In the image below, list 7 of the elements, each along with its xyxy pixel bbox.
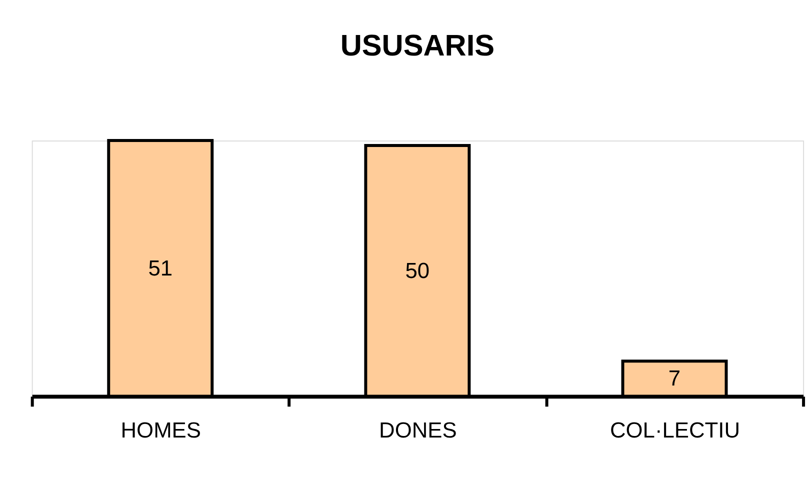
x-tick-label: COL·LECTIU (610, 417, 740, 442)
chart-title: USUSARIS (340, 29, 495, 62)
data-label: 7 (668, 366, 681, 391)
x-tick-label: DONES (379, 417, 457, 442)
x-tick-label: HOMES (120, 417, 201, 442)
data-label: 50 (405, 258, 430, 283)
data-label: 51 (148, 255, 173, 280)
